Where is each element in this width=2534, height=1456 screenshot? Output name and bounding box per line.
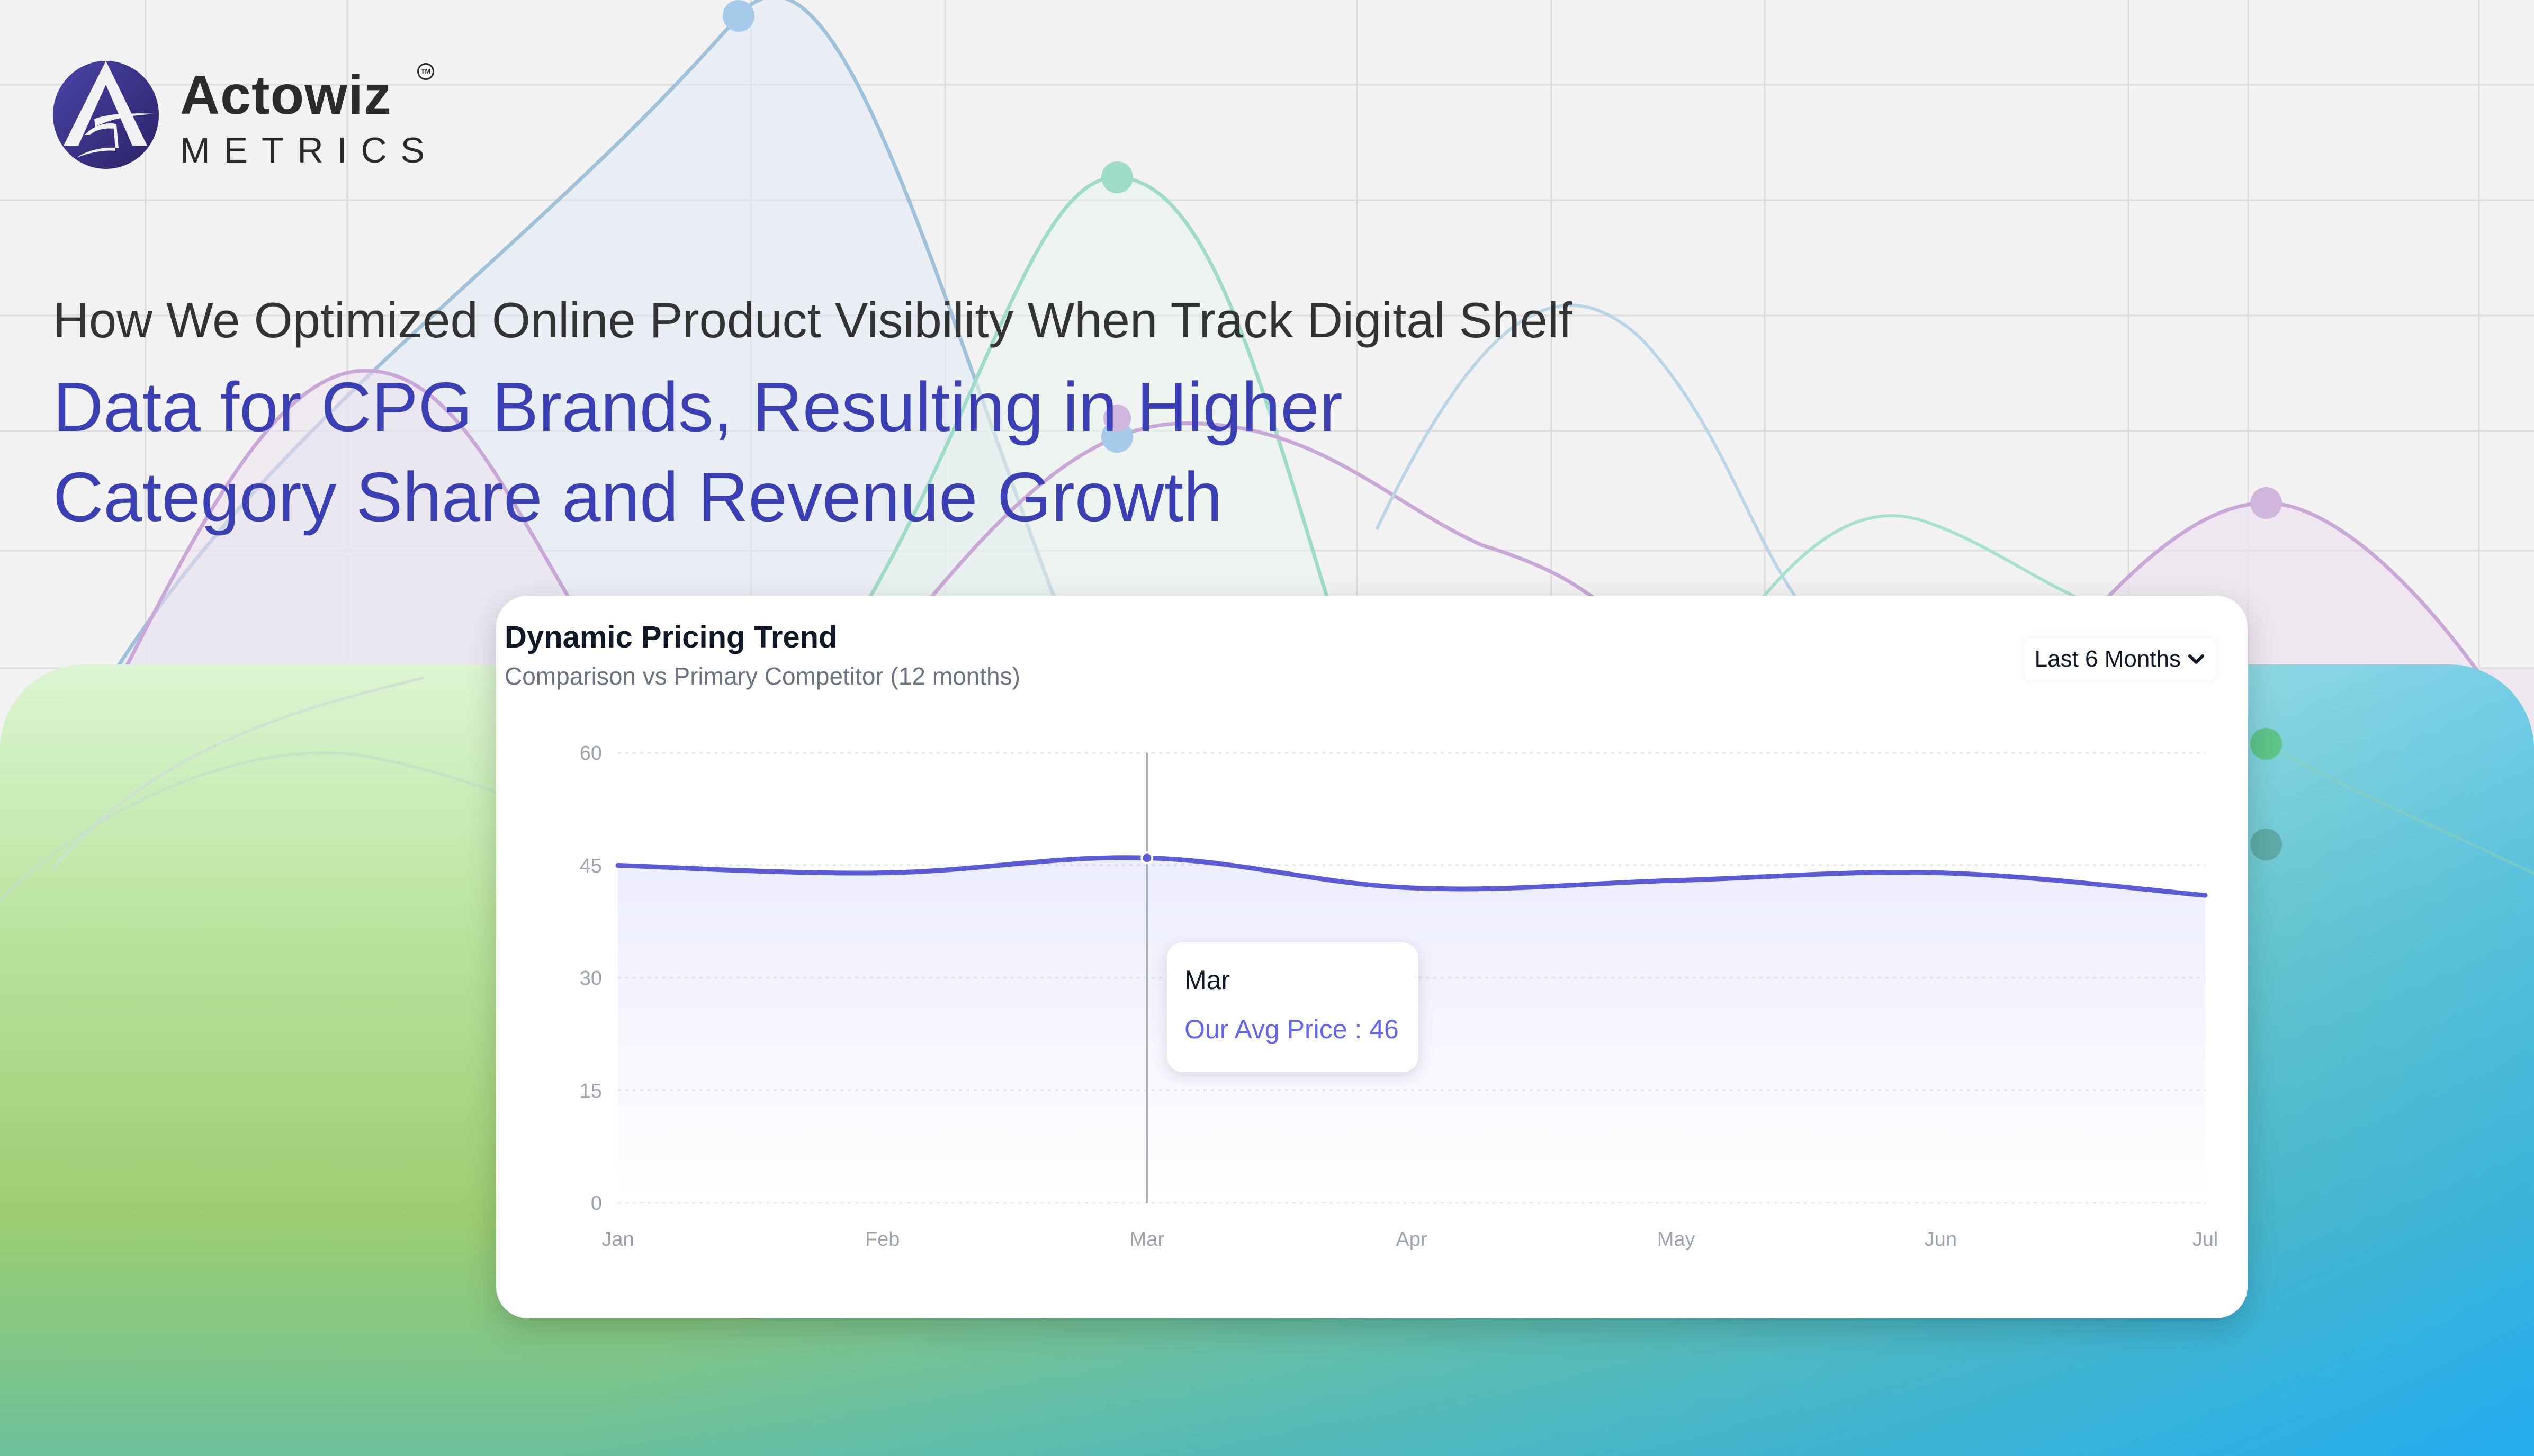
trademark-badge: TM bbox=[417, 63, 434, 80]
y-tick-label: 60 bbox=[579, 742, 602, 765]
chevron-down-icon bbox=[2188, 654, 2204, 664]
x-tick-label: Apr bbox=[1396, 1228, 1427, 1251]
page-headline: How We Optimized Online Product Visibili… bbox=[53, 291, 1747, 542]
brand-logo: Actowiz TM METRICS bbox=[53, 61, 434, 172]
headline-intro: How We Optimized Online Product Visibili… bbox=[53, 292, 1572, 348]
x-tick-label: Jan bbox=[601, 1228, 634, 1251]
date-range-dropdown[interactable]: Last 6 Months bbox=[2024, 638, 2216, 680]
brand-subtitle: METRICS bbox=[180, 130, 438, 170]
y-tick-label: 0 bbox=[590, 1192, 602, 1215]
x-tick-label: Jun bbox=[1924, 1228, 1957, 1251]
our-avg-price-line bbox=[615, 855, 2208, 898]
headline-accent-line-1: Data for CPG Brands, Resulting in Higher bbox=[53, 368, 1343, 446]
y-tick-label: 45 bbox=[579, 855, 602, 877]
date-range-value: Last 6 Months bbox=[2034, 646, 2181, 672]
y-tick-label: 15 bbox=[579, 1080, 602, 1102]
x-tick-label: Jul bbox=[2192, 1228, 2218, 1251]
chart-tooltip: Mar Our Avg Price : 46 bbox=[1167, 942, 1418, 1072]
active-data-point bbox=[1140, 851, 1154, 865]
x-tick-label: Feb bbox=[865, 1228, 900, 1251]
tooltip-month: Mar bbox=[1184, 965, 1230, 995]
x-tick-label: May bbox=[1657, 1228, 1695, 1251]
x-tick-label: Mar bbox=[1129, 1228, 1165, 1251]
chart-title: Dynamic Pricing Trend bbox=[505, 620, 838, 654]
a-logo-icon bbox=[53, 61, 159, 169]
brand-name: Actowiz bbox=[180, 65, 392, 126]
chart-subtitle: Comparison vs Primary Competitor (12 mon… bbox=[505, 662, 1020, 690]
headline-accent-line-2: Category Share and Revenue Growth bbox=[53, 458, 1223, 536]
pricing-trend-card: Dynamic Pricing Trend Comparison vs Prim… bbox=[496, 596, 2248, 1318]
tooltip-value: Our Avg Price : 46 bbox=[1184, 1014, 1399, 1044]
y-tick-label: 30 bbox=[579, 967, 602, 990]
